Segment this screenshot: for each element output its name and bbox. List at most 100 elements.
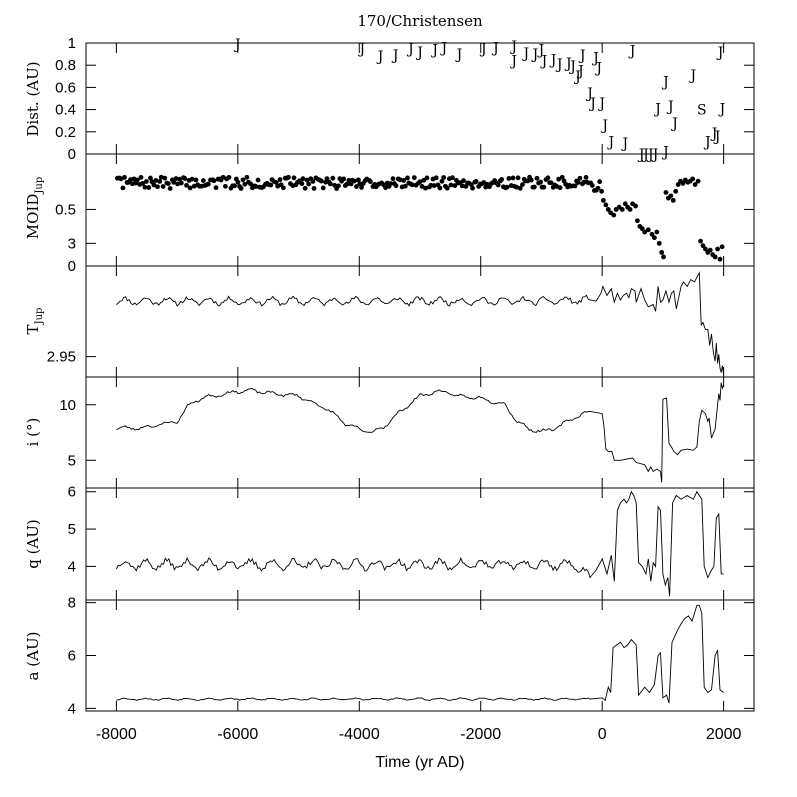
moid-point	[280, 185, 286, 191]
moid-point	[306, 181, 312, 187]
moid-point	[461, 178, 466, 184]
moid-point	[318, 178, 324, 184]
moid-point	[171, 179, 177, 185]
moid-point	[719, 244, 725, 250]
moid-point	[528, 177, 534, 183]
moid-point	[213, 185, 219, 191]
encounter-marker-J: J	[439, 40, 447, 56]
moid-point	[177, 176, 183, 182]
y-axis-label: a (AU)	[24, 632, 42, 681]
moid-point	[300, 176, 306, 182]
y-tick-label: 0	[68, 258, 76, 275]
moid-point	[656, 240, 662, 246]
encounter-marker-J: J	[455, 47, 463, 63]
moid-point	[619, 207, 625, 212]
y-axis-label-text: T	[24, 324, 42, 334]
moid-point	[670, 197, 676, 203]
moid-point	[712, 254, 718, 260]
moid-point	[707, 247, 713, 253]
moid-point	[517, 185, 523, 191]
series-line-tjup	[116, 271, 725, 375]
moid-point	[692, 182, 698, 187]
moid-point	[423, 185, 428, 191]
encounter-marker-J: J	[661, 145, 669, 161]
moid-point	[173, 176, 179, 181]
moid-point	[242, 181, 248, 187]
encounter-marker-J: J	[594, 60, 602, 76]
panel-frame	[85, 153, 755, 267]
moid-point	[302, 185, 308, 191]
moid-point	[424, 175, 430, 181]
moid-point	[695, 178, 701, 184]
moid-point	[320, 185, 326, 191]
moid-point	[635, 218, 640, 224]
moid-point	[359, 185, 364, 190]
moid-point	[146, 185, 152, 190]
moid-point	[148, 175, 153, 181]
y-tick-label: 2.95	[47, 349, 76, 366]
series-line-q	[115, 490, 724, 597]
encounter-marker-J: J	[646, 147, 654, 163]
panel-frame	[85, 487, 755, 601]
panel-moid: 0 0.5 MOIDJup	[24, 153, 755, 275]
moid-point	[368, 179, 373, 185]
moid-point	[545, 175, 551, 181]
moid-point	[470, 185, 475, 191]
y-tick-label: 5	[68, 452, 76, 469]
encounter-marker-J: J	[357, 41, 365, 57]
chart-title: 170/Christensen	[357, 12, 483, 30]
moid-point	[538, 179, 543, 185]
y-tick-label: 0	[68, 146, 76, 163]
moid-point	[189, 176, 195, 182]
encounter-marker-J: J	[509, 54, 517, 70]
moid-point	[556, 176, 562, 182]
moid-point	[663, 190, 669, 195]
moid-point	[253, 184, 259, 189]
moid-point	[633, 203, 638, 209]
moid-point	[673, 188, 679, 194]
encounter-marker-J: J	[233, 37, 241, 53]
moid-point	[355, 177, 361, 183]
encounter-marker-J: J	[666, 99, 674, 115]
moid-point	[187, 185, 193, 191]
moid-point	[639, 226, 645, 232]
series-line-incl	[116, 382, 725, 483]
moid-point	[622, 201, 628, 207]
y-tick-label: 0.4	[55, 102, 76, 119]
moid-point	[541, 184, 547, 190]
encounter-marker-J: J	[564, 56, 572, 72]
moid-point	[515, 175, 521, 181]
moid-point	[572, 183, 578, 189]
moid-point	[291, 175, 297, 181]
encounter-marker-J: J	[406, 41, 414, 57]
moid-point	[200, 178, 206, 183]
moid-point	[411, 175, 417, 181]
panel-frame	[85, 265, 755, 378]
encounter-marker-J: J	[661, 75, 669, 91]
encounter-marker-J: J	[600, 118, 608, 134]
moid-point	[240, 177, 246, 183]
encounter-marker-J: J	[651, 147, 659, 163]
moid-point	[703, 246, 708, 252]
moid-point	[160, 184, 166, 189]
moid-point	[193, 177, 199, 183]
moid-point	[611, 212, 617, 218]
encounter-marker-J: J	[578, 48, 586, 64]
moid-point	[642, 229, 648, 235]
panel-tjup: 2.95 3 TJup	[24, 235, 755, 378]
x-tick-label: -2000	[460, 726, 501, 743]
moid-point	[441, 175, 447, 180]
moid-point	[120, 185, 126, 191]
moid-point	[175, 181, 180, 187]
y-tick-label: 5	[68, 521, 76, 538]
moid-point	[700, 243, 706, 249]
moid-point	[654, 229, 660, 235]
moid-point	[155, 184, 160, 190]
moid-point	[698, 238, 703, 244]
moid-point	[595, 185, 601, 191]
panel-incl: 5 10 i (°)	[24, 376, 755, 489]
moid-point	[452, 183, 458, 188]
moid-point	[248, 181, 253, 187]
moid-point	[495, 182, 501, 188]
